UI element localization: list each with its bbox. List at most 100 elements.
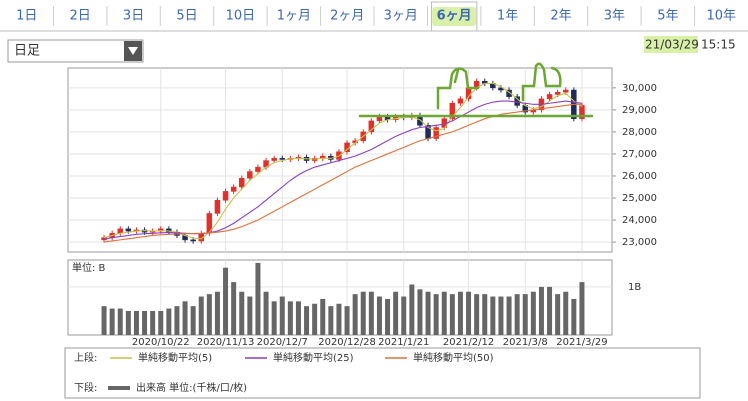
legend-label: 単純移動平均(50) — [413, 351, 494, 364]
plot-layer: 23,000 24,000 25,000 26,000 27,000 28,000 29,0… — [68, 68, 657, 348]
volume-bar — [393, 291, 399, 335]
tab[interactable]: 1日 — [16, 9, 37, 24]
volume-bar — [490, 296, 496, 335]
tab[interactable]: 5年 — [657, 9, 678, 24]
legend-upper-label: 上段: — [74, 351, 97, 364]
y-tick-label: 28,000 — [622, 127, 657, 138]
period-tabs: 1日 2日 3日 5日 10日 1ヶ月 2ヶ月 3ヶ月 6ヶ月 1年 2年 3年 5年 10年 — [16, 1, 737, 32]
candle-body — [271, 158, 277, 161]
tab[interactable]: 3年 — [604, 9, 625, 24]
x-tick-label: 2020/12/28 — [318, 337, 376, 348]
volume-bar — [449, 294, 455, 335]
volume-bar — [214, 291, 220, 335]
volume-bar — [498, 296, 504, 335]
x-tick-label: 2021/3/29 — [556, 337, 607, 348]
moving-average-line — [103, 103, 582, 243]
volume-bar — [433, 294, 439, 335]
volume-bar — [287, 301, 293, 335]
candle-body — [563, 89, 569, 93]
tab[interactable]: 3ヶ月 — [384, 9, 418, 24]
y-tick-label: 27,000 — [622, 149, 657, 160]
volume-bar — [239, 291, 245, 335]
tab[interactable]: 1ヶ月 — [277, 9, 311, 24]
volume-bar — [247, 296, 253, 335]
volume-unit: 単位: B — [72, 261, 106, 274]
dropdown-label[interactable]: 日足 — [14, 44, 40, 59]
candle-body — [239, 177, 245, 188]
volume-bar — [295, 301, 301, 335]
candle-body — [214, 199, 221, 214]
candle-body — [125, 228, 132, 232]
volume-bar — [385, 298, 391, 335]
y-tick-label: 1B — [628, 282, 641, 293]
volume-bar — [231, 282, 237, 335]
volume-bar — [555, 294, 561, 335]
volume-bar — [198, 296, 204, 335]
x-tick-label: 2020/10/22 — [132, 337, 190, 348]
volume-bar — [125, 310, 131, 335]
volume-bar — [271, 301, 277, 335]
volume-bar — [304, 306, 310, 335]
dropdown-arrow — [128, 47, 138, 55]
volume-bar — [376, 296, 382, 335]
moving-average-line — [103, 100, 583, 240]
tab[interactable]: 10日 — [226, 9, 256, 24]
volume-bar — [547, 286, 553, 335]
volume-bar — [457, 291, 463, 335]
volume-bar — [328, 306, 334, 335]
volume-bar — [109, 308, 115, 335]
tab[interactable]: 2ヶ月 — [330, 9, 364, 24]
volume-bar — [441, 291, 447, 335]
volume-bar — [522, 294, 528, 335]
volume-bar — [344, 306, 350, 335]
volume-bar — [255, 262, 261, 335]
candle-body — [554, 91, 561, 95]
tab-highlight — [432, 7, 477, 26]
tab[interactable]: 2日 — [70, 9, 91, 24]
x-tick-label: 2020/11/13 — [197, 337, 255, 348]
volume-bar — [579, 282, 585, 335]
candle-body — [230, 186, 237, 192]
volume-bar — [166, 308, 172, 335]
legend: 単純移動平均(5) 単純移動平均(25) 単純移動平均(50) 出来高 単位:(千株/… — [108, 351, 494, 394]
volume-bar — [336, 303, 342, 335]
volume-bar — [190, 306, 196, 335]
y-tick-label: 23,000 — [622, 237, 657, 248]
tab[interactable]: 6ヶ月 — [437, 9, 472, 24]
volume-bar — [101, 306, 107, 335]
peak-outline — [436, 67, 480, 110]
tab[interactable]: 2年 — [550, 9, 571, 24]
legend-lower-label: 下段: — [74, 381, 97, 394]
volume-bar — [360, 291, 366, 335]
moving-average-line — [103, 82, 583, 240]
volume-bar — [506, 296, 512, 335]
tab[interactable]: 3日 — [123, 9, 144, 24]
dropdown-box[interactable] — [7, 39, 144, 63]
volume-bar — [206, 294, 212, 335]
volume-bar — [563, 291, 569, 335]
candle-body — [506, 89, 512, 97]
volume-bar — [150, 310, 156, 335]
volume-bar — [142, 310, 148, 335]
candle-body — [579, 105, 585, 119]
candle-body — [546, 94, 553, 100]
candle-body — [457, 98, 464, 104]
volume-bar — [263, 291, 269, 335]
candle-body — [222, 191, 229, 201]
volume-bar — [117, 308, 123, 335]
volume-bar — [182, 301, 188, 335]
period-dropdown[interactable]: 日足 — [7, 39, 144, 63]
volume-bar — [466, 291, 472, 335]
timestamp-date: 21/03/29 — [645, 38, 699, 52]
candle-body — [433, 127, 439, 139]
volume-bar — [409, 284, 415, 335]
volume-bar — [530, 291, 536, 335]
tab[interactable]: 10年 — [707, 9, 737, 24]
volume-bar — [368, 291, 374, 335]
volume-bar — [174, 306, 180, 335]
candle-body — [449, 103, 456, 119]
tab[interactable]: 1年 — [497, 9, 518, 24]
tab[interactable]: 5日 — [176, 9, 197, 24]
volume-bar — [425, 291, 431, 335]
